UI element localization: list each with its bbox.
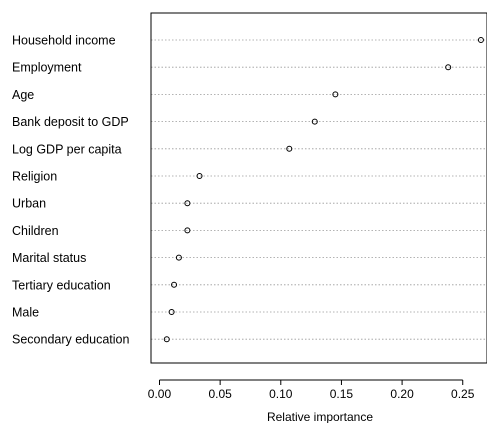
plot-frame — [150, 12, 487, 364]
data-point — [477, 37, 484, 43]
data-point — [196, 173, 203, 179]
x-tick-label: 0.15 — [330, 387, 354, 401]
category-labels: Household income Employment Age Bank deposi… — [12, 34, 129, 347]
category-label: Religion — [12, 170, 57, 184]
guide-lines — [151, 39, 487, 340]
data-point — [168, 309, 175, 315]
x-axis-title: Relative importance — [267, 410, 373, 423]
data-point — [184, 200, 191, 207]
category-label: Secondary education — [12, 333, 129, 347]
category-label: Household income — [12, 34, 116, 48]
category-label: Bank deposit to GDP — [12, 115, 129, 129]
x-tick-label: 0.00 — [148, 387, 172, 401]
x-tick-label: 0.05 — [208, 387, 232, 401]
data-point — [286, 145, 293, 152]
category-label: Marital status — [12, 251, 86, 265]
x-axis: 0.00 0.05 0.10 0.15 0.20 0.25 — [148, 379, 475, 401]
x-tick-label: 0.10 — [269, 387, 293, 401]
data-point — [311, 118, 318, 125]
category-label: Urban — [12, 197, 46, 211]
category-label: Employment — [12, 61, 82, 75]
data-points — [163, 37, 484, 343]
data-point — [163, 336, 170, 343]
category-label: Age — [12, 88, 34, 102]
data-point — [445, 64, 452, 71]
data-point — [184, 227, 191, 234]
x-tick-label: 0.20 — [390, 387, 414, 401]
category-label: Log GDP per capita — [12, 142, 122, 156]
category-label: Male — [12, 306, 39, 320]
data-point — [171, 281, 178, 288]
category-label: Tertiary education — [12, 278, 111, 292]
data-point — [332, 91, 339, 98]
x-tick-label: 0.25 — [451, 387, 475, 401]
data-point — [175, 254, 182, 261]
category-label: Children — [12, 224, 59, 238]
